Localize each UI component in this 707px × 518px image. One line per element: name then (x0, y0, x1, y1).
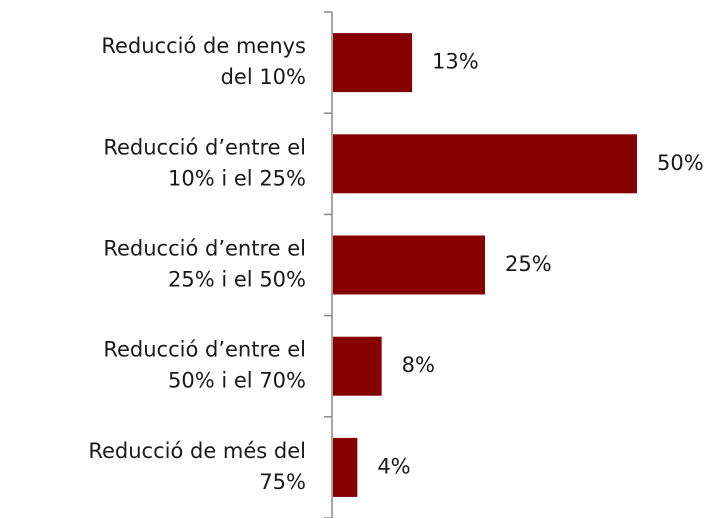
bar (333, 134, 637, 194)
category-label: Reducció de més del 75% (88, 439, 306, 494)
category-label: Reducció d’entre el 50% i el 70% (103, 338, 306, 393)
bar (333, 336, 382, 396)
bar (333, 235, 485, 295)
category-label: Reducció d’entre el 10% i el 25% (103, 135, 306, 190)
value-label: 50% (657, 151, 704, 175)
category-label: Reducció de menys del 10% (101, 34, 306, 89)
value-label: 13% (432, 50, 479, 74)
bar (333, 33, 413, 93)
value-label: 25% (505, 252, 552, 276)
bar (333, 437, 358, 497)
category-label: Reducció d’entre el 25% i el 50% (103, 237, 306, 292)
value-label: 8% (402, 353, 435, 377)
value-label: 4% (377, 454, 410, 478)
